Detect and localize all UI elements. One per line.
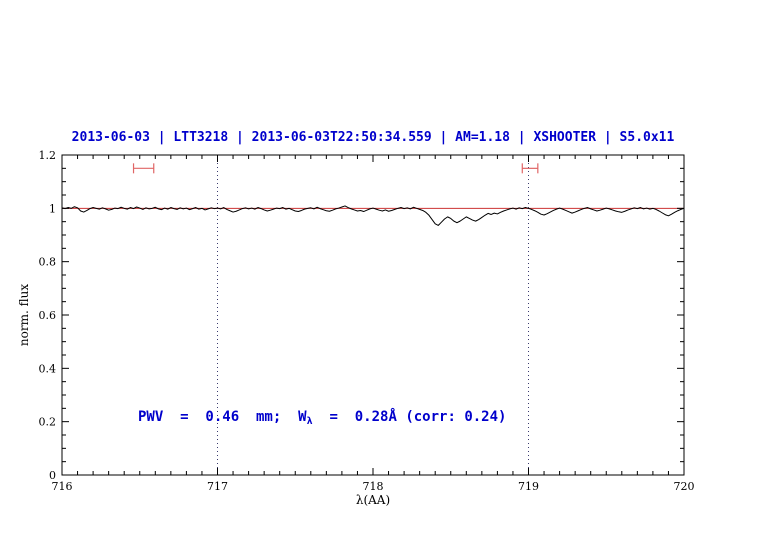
y-tick-label: 1 bbox=[49, 202, 56, 215]
y-tick-label: 0.8 bbox=[39, 256, 57, 269]
plot-title: 2013-06-03 | LTT3218 | 2013-06-03T22:50:… bbox=[71, 130, 675, 145]
y-tick-label: 0.2 bbox=[39, 416, 57, 429]
plot-frame bbox=[61, 154, 685, 476]
x-tick-label: 717 bbox=[207, 480, 228, 493]
x-tick-label: 720 bbox=[674, 480, 695, 493]
y-tick-label: 0.6 bbox=[39, 309, 57, 322]
pwv-annotation-lambda-subscript: λ bbox=[306, 416, 313, 427]
x-axis-label: λ(AA) bbox=[355, 493, 391, 507]
spectrum-line bbox=[61, 205, 685, 226]
pwv-annotation-suffix: = 0.28Å (corr: 0.24) bbox=[312, 409, 507, 425]
pwv-annotation-prefix: PWV = 0.46 mm; W bbox=[138, 409, 307, 425]
y-tick-label: 0.4 bbox=[39, 362, 57, 375]
pwv-annotation: PWV = 0.46 mm; Wλ = 0.28Å (corr: 0.24) bbox=[138, 409, 506, 427]
y-tick-label: 1.2 bbox=[39, 149, 57, 162]
x-tick-label: 719 bbox=[518, 480, 539, 493]
x-tick-label: 718 bbox=[363, 480, 384, 493]
x-tick-label: 716 bbox=[52, 480, 73, 493]
y-tick-label: 0 bbox=[49, 469, 56, 482]
y-axis-label: norm. flux bbox=[17, 283, 31, 347]
